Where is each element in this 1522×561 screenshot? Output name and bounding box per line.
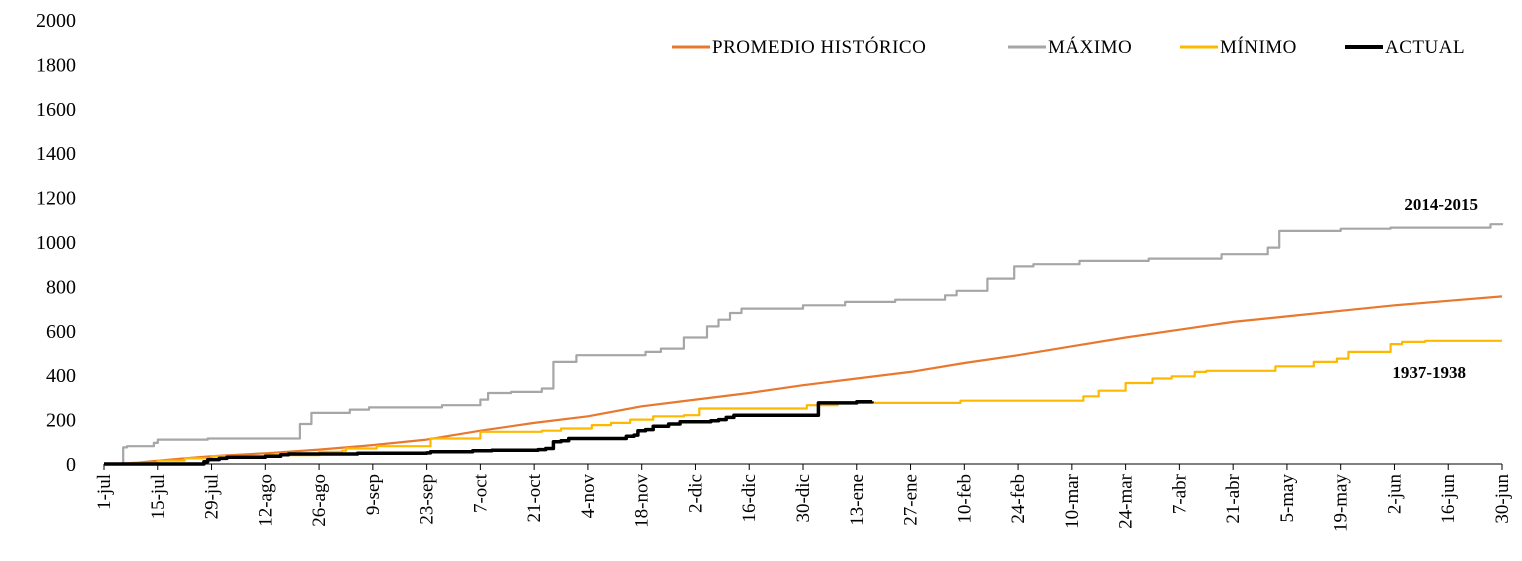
x-tick-label: 30-dic (793, 474, 814, 523)
series-layer (103, 223, 1504, 466)
series-annotation: 2014-2015 (1404, 195, 1478, 214)
y-tick-label: 1200 (36, 188, 76, 210)
x-tick-label: 21-abr (1223, 473, 1244, 523)
x-tick-label: 1-jul (94, 474, 115, 510)
y-tick-label: 800 (46, 276, 76, 298)
x-tick-label: 19-may (1331, 474, 1352, 533)
y-tick-label: 1800 (36, 54, 76, 76)
x-tick-label: 4-nov (578, 474, 599, 519)
x-tick-label: 9-sep (363, 474, 384, 515)
x-tick-label: 16-jun (1438, 474, 1459, 524)
y-tick-label: 400 (46, 365, 76, 387)
y-tick-label: 0 (66, 454, 76, 476)
y-tick-label: 200 (46, 410, 76, 432)
x-tick-label: 26-ago (309, 474, 330, 527)
series-line-minimo (104, 339, 1502, 466)
legend: PROMEDIO HISTÓRICO MÁXIMO MÍNIMO ACTUAL (672, 36, 1465, 58)
y-tick-label: 2000 (36, 10, 76, 32)
x-axis: 1-jul 15-jul 29-jul 12-ago 26-ago 9-sep 23-sep… (94, 463, 1513, 533)
legend-label: ACTUAL (1385, 37, 1465, 58)
x-tick-label: 24-feb (1008, 474, 1029, 524)
series-annotation: 1937-1938 (1392, 363, 1466, 382)
x-tick-label: 29-jul (202, 474, 223, 519)
x-tick-label: 16-dic (739, 474, 760, 523)
x-tick-label: 15-jul (148, 474, 169, 519)
series-line-actual (104, 400, 874, 466)
x-tick-label: 2-jun (1384, 474, 1405, 515)
legend-label: MÍNIMO (1220, 36, 1297, 58)
y-tick-label: 1000 (36, 232, 76, 254)
x-tick-label: 21-oct (524, 473, 545, 522)
y-tick-label: 600 (46, 321, 76, 343)
annotations: 2014-2015 1937-1938 (1392, 195, 1478, 382)
y-tick-label: 1400 (36, 143, 76, 165)
x-tick-label: 5-may (1277, 474, 1298, 523)
x-tick-label: 18-nov (632, 474, 653, 528)
x-tick-label: 2-dic (685, 474, 706, 513)
x-tick-label: 24-mar (1116, 473, 1137, 529)
x-tick-label: 7-oct (470, 473, 491, 513)
series-line-promedio-historico (103, 295, 1503, 466)
x-tick-label: 10-feb (954, 474, 975, 524)
x-tick-label: 27-ene (901, 474, 922, 526)
y-axis: 0 200 400 600 800 1000 1200 1400 1600 1800 2000 (36, 10, 76, 476)
legend-label: MÁXIMO (1048, 36, 1132, 58)
x-tick-label: 30-jun (1492, 474, 1513, 524)
x-tick-label: 12-ago (255, 474, 276, 527)
x-tick-label: 13-ene (847, 474, 868, 526)
series-line-maximo (104, 223, 1504, 466)
x-tick-label: 23-sep (417, 474, 438, 525)
legend-label: PROMEDIO HISTÓRICO (712, 36, 926, 58)
x-tick-label: 10-mar (1062, 473, 1083, 529)
y-tick-label: 1600 (36, 99, 76, 121)
x-tick-label: 7-abr (1169, 473, 1190, 514)
